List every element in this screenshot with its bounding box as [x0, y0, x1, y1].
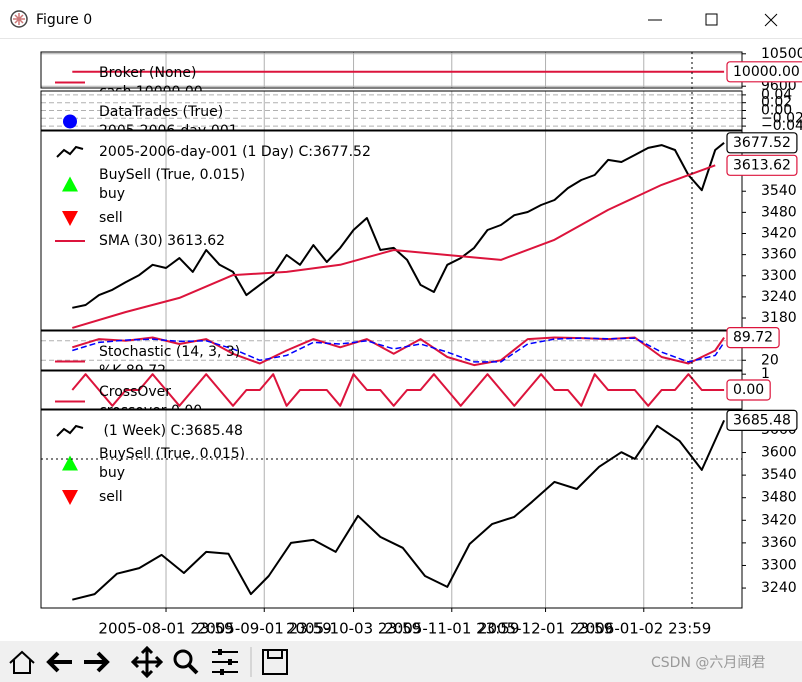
value-tag [726, 409, 798, 431]
value-tag [726, 326, 780, 349]
y-tick-label: 1 [761, 366, 770, 382]
legend-label: buy [99, 186, 125, 202]
legend-label: buy [99, 465, 125, 481]
y-tick-label: 10500 [761, 46, 802, 62]
y-tick-label: 3420 [761, 512, 797, 528]
pan-button[interactable] [130, 645, 164, 679]
y-tick-label: 0.00 [761, 103, 792, 119]
legend-label: BuySell (True, 0.015) [99, 167, 245, 183]
panel-bg [41, 410, 742, 608]
panel: 360035403480342033603300324031802005-200… [40, 130, 798, 331]
y-tick-label: 3420 [761, 225, 797, 241]
zoom-handle [187, 663, 199, 675]
slider-knob [220, 669, 224, 675]
legend-marker [63, 114, 77, 129]
panel-frame [40, 409, 743, 609]
legend-label: Stochastic (14, 3, 3) [99, 344, 240, 360]
window-title: Figure 0 [36, 12, 92, 28]
value-tag-label: 3685.48 [733, 412, 791, 428]
panel-bg [41, 131, 742, 330]
series-line [72, 164, 716, 329]
x-tick-label: 2005-12-01 23:59 [478, 620, 613, 638]
slider-knob [218, 649, 222, 655]
panel-bg [41, 52, 742, 88]
x-tick-label: 2006-01-02 23:59 [576, 620, 711, 638]
legend-marker [62, 490, 78, 505]
legend-marker [56, 145, 84, 158]
y-tick-label: 3480 [761, 204, 797, 220]
y-tick-label: 3540 [761, 467, 797, 483]
value-tag-label: 3613.62 [733, 157, 791, 173]
forward-button[interactable] [84, 651, 110, 673]
legend-label: 2005-2006-day-001 (1 Day) C:3677.52 [99, 144, 371, 160]
app-icon-glyph [13, 13, 25, 25]
series-line [72, 419, 726, 601]
home-button[interactable] [9, 650, 35, 674]
watermark: CSDN @六月闻君 [651, 655, 765, 671]
y-tick-label: 3360 [761, 247, 797, 263]
x-tick-label: 2005-09-01 23:59 [197, 620, 332, 638]
panel-frame [40, 90, 743, 131]
value-tag [726, 154, 798, 176]
slider-knob [228, 659, 232, 665]
value-tag-label: 10000.00 [733, 64, 800, 80]
x-tick-label: 2005-08-01 23:59 [98, 620, 233, 638]
value-tag [726, 379, 771, 401]
value-tag [726, 61, 802, 83]
y-tick-label: 20 [761, 352, 779, 368]
y-tick-label: 3300 [761, 557, 797, 573]
value-tag [726, 132, 798, 154]
title-bar: Figure 0 [0, 10, 802, 39]
x-tick-label: 2005-10-03 23:59 [286, 620, 421, 638]
legend-marker [62, 176, 78, 192]
panel-frame [40, 330, 743, 371]
series-line [72, 337, 725, 363]
y-tick-label: 3240 [761, 580, 797, 596]
legend-label: BuySell (True, 0.015) [99, 446, 245, 462]
toolbar: CSDN @六月闻君 [0, 641, 802, 682]
value-tag-label: 3677.52 [733, 135, 791, 151]
y-tick-label: 0.02 [761, 95, 792, 111]
save-glyph [267, 649, 283, 659]
series-line [71, 373, 725, 407]
y-tick-label: 3300 [761, 268, 797, 284]
legend-label: DataTrades (True) [99, 104, 223, 120]
y-tick-label: −0.04 [761, 118, 802, 134]
legend-marker [56, 424, 84, 437]
y-tick-label: 3360 [761, 535, 797, 551]
panel-frame [40, 130, 743, 331]
legend-label: Broker (None) [99, 65, 197, 81]
close-button[interactable] [764, 13, 778, 27]
y-tick-label: 0.04 [761, 87, 792, 103]
value-tag-label: 89.72 [733, 330, 773, 346]
legend-label: sell [99, 210, 123, 226]
y-tick-label: 3480 [761, 490, 797, 506]
legend-marker [62, 211, 78, 226]
legend-label: CrossOver [99, 384, 171, 400]
crosshair [41, 52, 742, 608]
y-tick-label: 3540 [761, 183, 797, 199]
panel: 1CrossOvercrossover 0.000.00 [40, 366, 771, 419]
y-tick-label: 3180 [761, 310, 797, 326]
zoom-button[interactable] [173, 649, 193, 669]
legend-label: (1 Week) C:3685.48 [99, 423, 243, 439]
legend-label: SMA (30) 3613.62 [99, 233, 225, 249]
legend-label: sell [99, 489, 123, 505]
configure-button[interactable] [212, 651, 238, 673]
x-tick-label: 2005-11-01 23:59 [384, 620, 519, 638]
value-tag-label: 0.00 [733, 382, 764, 398]
y-tick-label: −0.02 [761, 110, 802, 126]
maximize-button[interactable] [705, 13, 718, 26]
legend-marker [62, 455, 78, 471]
y-tick-label: 3240 [761, 289, 797, 305]
y-tick-label: 3600 [761, 445, 797, 461]
series-line [72, 142, 725, 309]
back-button[interactable] [46, 651, 72, 673]
panel: 36603600354034803420336033003240 (1 Week… [40, 409, 798, 609]
